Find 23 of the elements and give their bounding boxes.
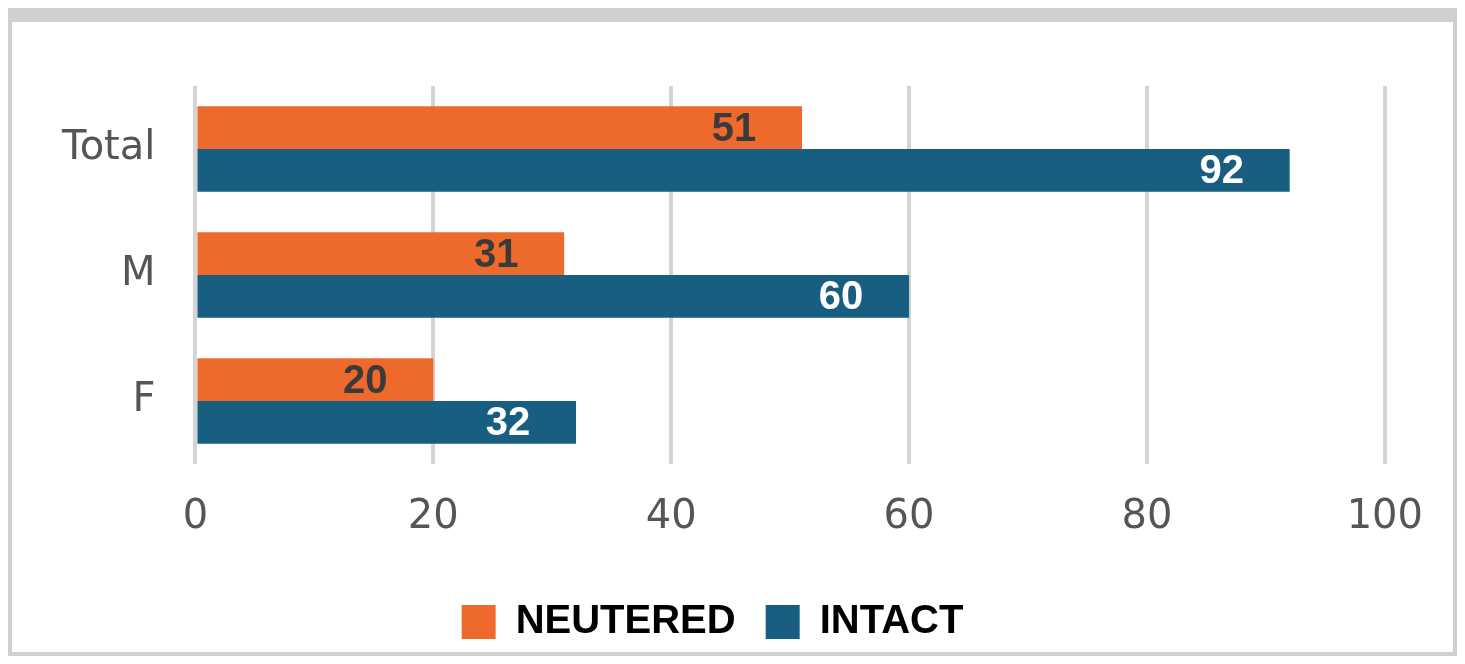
bar [197,275,910,318]
bar [197,149,1290,192]
data-label: 92 [1199,147,1244,192]
bar [197,232,565,275]
y-tick-label: M [120,248,156,295]
x-tick-label: 60 [883,491,935,538]
data-label: 31 [473,230,519,275]
bar [197,106,803,149]
data-label: 20 [343,356,388,401]
x-tick-label: 20 [407,491,459,538]
data-label: 60 [818,273,864,318]
data-label: 32 [485,399,531,444]
y-tick-label: Total [61,122,156,169]
x-tick-label: 100 [1346,491,1424,538]
legend-label: INTACT [819,597,964,642]
x-tick-label: 80 [1121,491,1173,538]
data-label: 51 [711,104,757,149]
bar [197,401,577,444]
y-tick-label: F [132,374,156,421]
legend-label: NEUTERED [515,597,736,642]
x-tick-label: 40 [645,491,697,538]
bar [197,358,434,401]
x-tick-label: 0 [182,491,209,538]
